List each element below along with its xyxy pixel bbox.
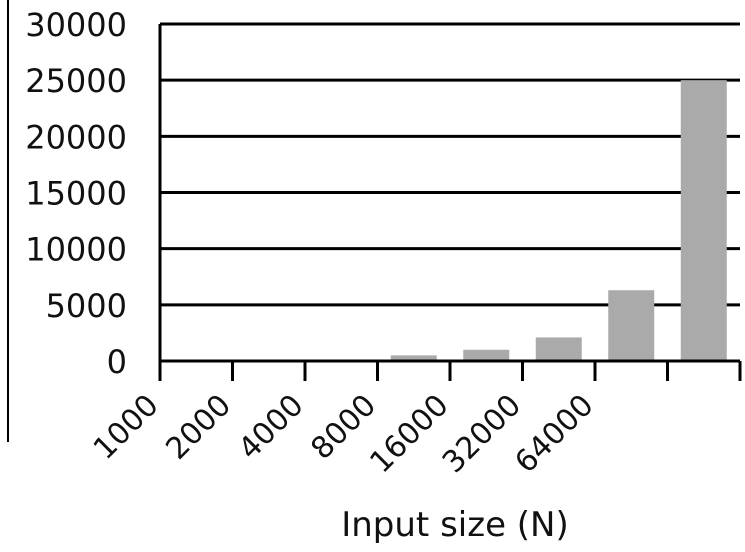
bar-6 (608, 290, 654, 361)
bar-5 (536, 337, 582, 361)
x-tick-label-64000: 64000 (508, 388, 600, 480)
grid-lines (160, 24, 740, 305)
y-tick-label-0: 0 (107, 343, 127, 381)
bar-4 (463, 350, 509, 361)
y-tick-labels: 0 5000 10000 15000 20000 25000 30000 (25, 6, 127, 381)
y-tick-label-30000: 30000 (25, 6, 127, 44)
y-tick-label-5000: 5000 (46, 287, 127, 325)
y-tick-label-10000: 10000 (25, 231, 127, 269)
x-tick-label-32000: 32000 (436, 388, 528, 480)
y-tick-label-25000: 25000 (25, 62, 127, 100)
bars (173, 80, 727, 361)
y-tick-label-20000: 20000 (25, 118, 127, 156)
x-axis-label: Input size (N) (341, 505, 569, 545)
y-tick-label-15000: 15000 (25, 175, 127, 213)
x-tick-label-1000: 1000 (87, 388, 166, 467)
x-tick-label-4000: 4000 (232, 388, 311, 467)
x-tick-label-16000: 16000 (363, 388, 455, 480)
x-tick-label-2000: 2000 (159, 388, 238, 467)
bar-7 (681, 80, 727, 361)
